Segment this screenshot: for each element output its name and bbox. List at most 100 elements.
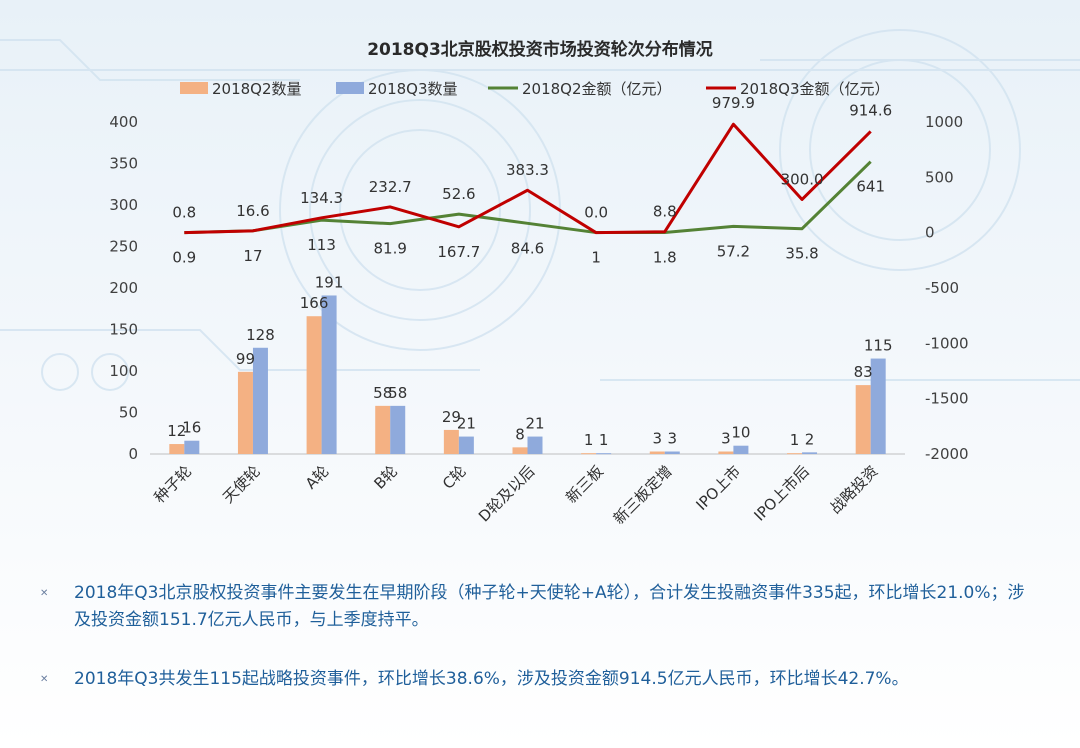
line-label-q2-amount: 57.2 <box>717 242 750 260</box>
bar-label-q3-count: 128 <box>246 326 275 344</box>
bar-q3-count <box>321 295 337 454</box>
line-label-q2-amount: 167.7 <box>437 243 480 261</box>
bar-q3-count <box>458 436 474 454</box>
y-right-tick-label: 1000 <box>925 113 963 131</box>
bar-label-q2-count: 29 <box>442 408 461 426</box>
bar-label-q3-count: 115 <box>864 337 893 355</box>
bar-label-q2-count: 8 <box>515 425 525 443</box>
bar-q2-count <box>375 405 391 454</box>
bar-label-q3-count: 58 <box>388 384 407 402</box>
line-label-q3-amount: 300.0 <box>781 170 824 188</box>
line-label-q2-amount: 17 <box>243 247 262 265</box>
bar-q2-count <box>306 316 322 454</box>
bar-q3-count <box>390 405 406 454</box>
line-label-q3-amount: 8.8 <box>653 203 677 221</box>
right-axis: -2000 -1500 -1000 -500 0 500 1000 <box>925 113 969 463</box>
bullet-x-icon: ✕ <box>40 674 49 685</box>
x-category-label: IPO上市 <box>692 462 744 514</box>
bar-q3-count <box>184 440 200 454</box>
bars <box>169 295 886 455</box>
legend-label-q2-amount: 2018Q2金额（亿元） <box>522 80 672 98</box>
line-q3-amount <box>184 122 872 235</box>
note-2-text: 2018年Q3共发生115起战略投资事件，环比增长38.6%，涉及投资金额914… <box>74 669 909 689</box>
bar-label-q2-count: 3 <box>652 430 662 448</box>
bar-label-q3-count: 16 <box>182 419 201 437</box>
bar-label-q2-count: 1 <box>584 431 594 449</box>
bar-q3-count <box>802 452 818 454</box>
bar-q3-count <box>870 358 886 454</box>
bar-q2-count <box>649 451 665 454</box>
bar-label-q3-count: 1 <box>599 431 609 449</box>
line-label-q3-amount: 52.6 <box>442 185 475 203</box>
bar-label-q2-count: 12 <box>167 422 186 440</box>
line-label-q2-amount: 1 <box>591 249 601 267</box>
y-right-tick-label: -1500 <box>925 390 969 408</box>
bar-label-q3-count: 21 <box>525 415 544 433</box>
line-label-q2-amount: 1.8 <box>653 248 677 266</box>
bar-q2-count <box>581 453 597 455</box>
y-right-tick-label: 0 <box>925 224 935 242</box>
line-label-q2-amount: 641 <box>856 178 885 196</box>
bar-label-q3-count: 10 <box>731 424 750 442</box>
line-label-q3-amount: 383.3 <box>506 161 549 179</box>
bar-label-q3-count: 3 <box>667 430 677 448</box>
line-label-q2-amount: 81.9 <box>374 240 407 258</box>
bar-q2-count <box>787 453 803 455</box>
y-left-tick-label: 300 <box>109 196 138 214</box>
x-category-label: 战略投资 <box>826 462 881 517</box>
y-left-tick-label: 400 <box>109 113 138 131</box>
y-left-tick-label: 150 <box>109 321 138 339</box>
legend-label-q2-count: 2018Q2数量 <box>212 80 302 98</box>
line-label-q3-amount: 914.6 <box>849 101 892 119</box>
x-category-label: 天使轮 <box>219 462 264 507</box>
bar-label-q3-count: 21 <box>457 415 476 433</box>
bar-q3-count <box>252 347 268 454</box>
bar-q2-count <box>718 451 734 454</box>
bar-q3-count <box>733 445 749 454</box>
bar-label-q2-count: 3 <box>721 430 731 448</box>
y-left-tick-label: 350 <box>109 155 138 173</box>
legend-label-q3-count: 2018Q3数量 <box>368 80 458 98</box>
y-right-tick-label: -2000 <box>925 445 969 463</box>
bar-label-q2-count: 1 <box>790 431 800 449</box>
line-label-q2-amount: 35.8 <box>785 245 818 263</box>
lines <box>184 122 872 235</box>
y-left-tick-label: 0 <box>128 445 138 463</box>
x-category-label: A轮 <box>302 462 333 493</box>
line-label-q3-amount: 0.0 <box>584 204 608 222</box>
x-category-label: C轮 <box>439 462 470 493</box>
bar-label-q2-count: 83 <box>854 363 873 381</box>
bar-q2-count <box>169 444 185 454</box>
line-label-q2-amount: 0.9 <box>172 249 196 267</box>
line-label-q3-amount: 0.8 <box>172 204 196 222</box>
x-category-label: IPO上市后 <box>750 462 812 524</box>
y-left-tick-label: 200 <box>109 279 138 297</box>
bar-q2-count <box>237 371 253 454</box>
y-right-tick-label: 500 <box>925 168 954 186</box>
bar-label-q2-count: 58 <box>373 384 392 402</box>
x-category-label: 新三板 <box>562 462 607 507</box>
legend-swatch-q2-count <box>180 82 208 94</box>
y-right-tick-label: -1000 <box>925 334 969 352</box>
y-right-tick-label: -500 <box>925 279 959 297</box>
y-left-tick-label: 50 <box>119 404 138 422</box>
bar-label-q3-count: 2 <box>805 430 815 448</box>
y-left-tick-label: 250 <box>109 238 138 256</box>
x-category-label: D轮及以后 <box>475 462 538 525</box>
line-label-q3-amount: 979.9 <box>712 94 755 112</box>
bar-label-q3-count: 191 <box>315 273 344 291</box>
note-2: ✕ 2018年Q3共发生115起战略投资事件，环比增长38.6%，涉及投资金额9… <box>40 666 1040 693</box>
legend-label-q3-amount: 2018Q3金额（亿元） <box>740 80 890 98</box>
x-category-label: B轮 <box>370 462 401 493</box>
bullet-x-icon: ✕ <box>40 588 49 599</box>
bar-label-q2-count: 166 <box>300 294 329 312</box>
x-category-label: 种子轮 <box>151 462 196 507</box>
y-left-tick-label: 100 <box>109 362 138 380</box>
bar-q3-count <box>664 451 680 454</box>
bar-label-q2-count: 99 <box>236 350 255 368</box>
chart-title: 2018Q3北京股权投资市场投资轮次分布情况 <box>367 39 713 60</box>
bar-q2-count <box>855 385 871 454</box>
line-label-q3-amount: 16.6 <box>236 202 269 220</box>
